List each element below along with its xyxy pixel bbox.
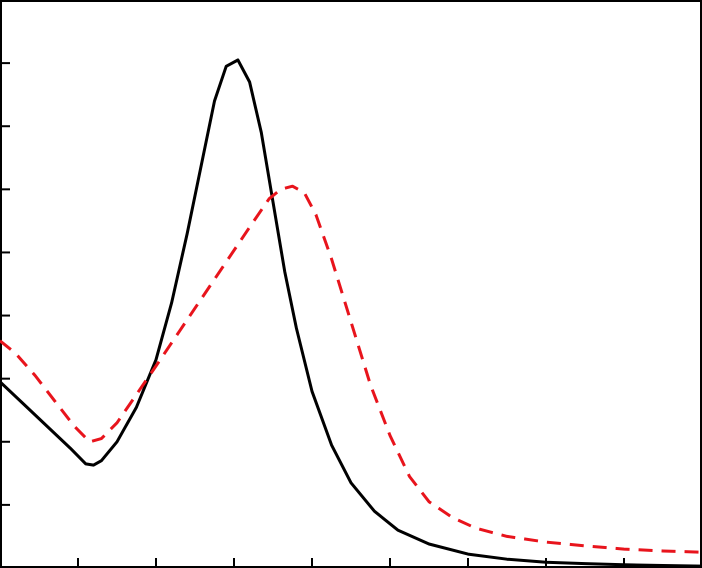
series-layer xyxy=(0,58,702,568)
series-line-1-solid xyxy=(0,58,702,568)
y-axis-ticks xyxy=(0,62,10,506)
series-line-2-dashed xyxy=(0,184,702,554)
x-axis-ticks xyxy=(77,558,625,568)
